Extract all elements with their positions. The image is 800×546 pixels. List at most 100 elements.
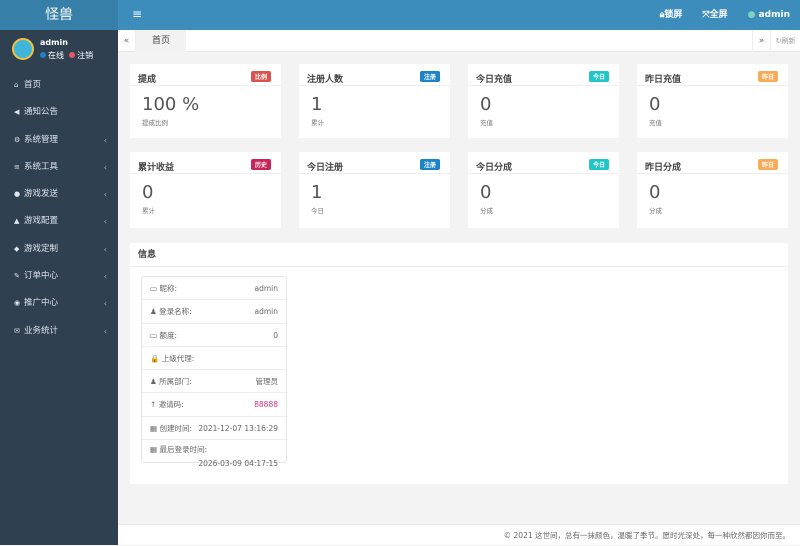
card-badge: 注册 <box>419 159 440 170</box>
sidebar-item[interactable]: ● 游戏发送 ‹ <box>0 181 118 208</box>
info-row: ▭ 昵称: admin <box>142 277 286 301</box>
tab-bar: « 首页 » ↻刷新 <box>118 30 800 52</box>
user-icon: ♟ <box>150 307 157 317</box>
users-icon: ♟ <box>150 377 157 387</box>
app-logo: 怪兽 <box>0 0 118 30</box>
card-title: 提成 <box>138 75 157 85</box>
info-value: 88888 <box>254 400 278 410</box>
menu-toggle-icon[interactable]: ≡ <box>132 7 143 21</box>
card-title: 注册人数 <box>307 75 344 85</box>
sidebar-item[interactable]: ⚙ 系统管理 ‹ <box>0 127 118 154</box>
card-badge: 注册 <box>419 71 440 82</box>
refresh-button[interactable]: ↻刷新 <box>770 30 800 52</box>
info-row: ♟ 登录名称: admin <box>142 300 286 324</box>
lock-screen-button[interactable]: 🔒︎锁屏 <box>659 10 683 20</box>
stat-card: 昨日分成 昨日 0 分成 <box>637 152 788 228</box>
user-avatar-icon: ● <box>747 10 756 20</box>
info-title: 信息 <box>130 243 788 267</box>
user-menu[interactable]: ● admin <box>747 10 790 20</box>
sidebar-item[interactable]: ◀ 通知公告 <box>0 99 118 126</box>
card-title: 昨日分成 <box>645 163 682 173</box>
home-icon: ⌂ <box>14 81 19 89</box>
info-value: admin <box>254 284 279 293</box>
avatar <box>12 38 34 60</box>
card-subtitle: 充值 <box>649 119 662 127</box>
cube-icon: ◆ <box>14 244 20 253</box>
cubes-icon: ▲ <box>14 217 20 226</box>
scroll-left-icon[interactable]: « <box>118 30 136 52</box>
info-row: 🔒 上级代理: <box>142 347 286 371</box>
card-badge: 昨日 <box>757 71 778 82</box>
info-row: ♟ 所属部门: 管理员 <box>142 370 286 394</box>
card-value: 0 <box>649 94 661 115</box>
logout-link[interactable]: 注销 <box>77 51 94 60</box>
calendar-icon: ▦ <box>150 423 158 433</box>
footer: © 2021 这世间，总有一抹颜色，温暖了季节。愿时光深处，每一种欣然都因你而至… <box>118 524 800 545</box>
chevron-left-icon: ‹ <box>103 217 107 227</box>
stat-card: 今日分成 今日 0 分成 <box>468 152 619 228</box>
scroll-right-icon[interactable]: » <box>752 30 770 52</box>
chevron-left-icon: ‹ <box>103 162 107 172</box>
stat-card: 累计收益 历史 0 累计 <box>130 152 281 228</box>
gear-icon: ⚙ <box>14 135 21 144</box>
info-value: 2026-03-09 04:17:15 <box>198 459 278 469</box>
bars-icon: ≡ <box>14 162 20 171</box>
eye-icon: ◉ <box>14 299 21 308</box>
info-panel: 信息 ▭ 昵称: admin ♟ 登录名称: admin ▭ 额度: 0 🔒 上级代理: ♟ … <box>130 243 788 484</box>
chevron-left-icon: ‹ <box>103 326 107 336</box>
sidebar: 怪兽 admin 在线 注销 ⌂ 首页 ◀ 通知公告 ⚙ 系统管理 ‹ ≡ 系统工具 ‹ ● 游戏发送… <box>0 0 118 545</box>
sidebar-item[interactable]: ▲ 游戏配置 ‹ <box>0 208 118 235</box>
chevron-left-icon: ‹ <box>103 272 107 282</box>
info-row: ▦ 最后登录时间: 2026-03-09 04:17:15 <box>142 440 286 468</box>
info-list: ▭ 昵称: admin ♟ 登录名称: admin ▭ 额度: 0 🔒 上级代理: ♟ 所属部… <box>141 276 287 468</box>
card-title: 今日分成 <box>476 163 513 173</box>
card-badge: 昨日 <box>757 159 778 170</box>
online-status: 在线 <box>48 51 64 60</box>
card-title: 昨日充值 <box>645 75 682 85</box>
card-badge: 今日 <box>588 71 609 82</box>
info-value: 管理员 <box>255 377 279 387</box>
lock-icon: 🔒 <box>150 353 160 363</box>
sidebar-item[interactable]: ⌂ 首页 <box>0 72 118 99</box>
pencil-icon: ✎ <box>14 272 20 281</box>
card-value: 100 % <box>142 94 200 115</box>
id-card-icon: ▭ <box>150 284 158 293</box>
card-subtitle: 今日 <box>311 207 324 215</box>
calendar-icon: ▦ <box>150 445 158 455</box>
tab-home[interactable]: 首页 <box>136 30 186 52</box>
gamepad-icon: ● <box>14 190 21 199</box>
card-badge: 今日 <box>588 159 609 170</box>
chevron-left-icon: ‹ <box>103 244 107 254</box>
card-value: 1 <box>311 182 323 203</box>
card-badge: 历史 <box>250 159 271 170</box>
sidebar-item[interactable]: ≡ 系统工具 ‹ <box>0 154 118 181</box>
online-icon <box>40 52 46 58</box>
sidebar-item[interactable]: ✉ 业务统计 ‹ <box>0 318 118 345</box>
stat-card: 今日注册 注册 1 今日 <box>299 152 450 228</box>
stat-card: 今日充值 今日 0 充值 <box>468 64 619 138</box>
chevron-left-icon: ‹ <box>103 190 107 200</box>
sidebar-item[interactable]: ✎ 订单中心 ‹ <box>0 263 118 290</box>
card-subtitle: 累计 <box>142 207 155 215</box>
info-row: ▦ 创建时间: 2021-12-07 13:16:29 <box>142 417 286 441</box>
card-title: 累计收益 <box>138 163 175 173</box>
card-title: 今日注册 <box>307 163 344 173</box>
info-row: ↑ 邀请码: 88888 <box>142 393 286 417</box>
card-value: 0 <box>649 182 661 203</box>
chevron-left-icon: ‹ <box>103 135 107 145</box>
sidebar-menu: ⌂ 首页 ◀ 通知公告 ⚙ 系统管理 ‹ ≡ 系统工具 ‹ ● 游戏发送 ‹ ▲ 游戏配置 ‹ ◆ 游戏定制 ‹ ✎ 订… <box>0 72 118 345</box>
top-header: ≡ 🔒︎锁屏 ⤧全屏 ● admin <box>118 0 800 30</box>
envelope-icon: ✉ <box>14 326 20 335</box>
stat-card: 昨日充值 昨日 0 充值 <box>637 64 788 138</box>
info-value: 2021-12-07 13:16:29 <box>198 423 278 433</box>
sidebar-item[interactable]: ◆ 游戏定制 ‹ <box>0 236 118 263</box>
user-name: admin <box>40 38 68 47</box>
card-title: 今日充值 <box>476 75 513 85</box>
card-value: 0 <box>480 182 492 203</box>
logout-icon <box>69 52 76 58</box>
fullscreen-button[interactable]: ⤧全屏 <box>702 10 728 20</box>
sidebar-item[interactable]: ◉ 推广中心 ‹ <box>0 290 118 317</box>
card-value: 1 <box>311 94 323 115</box>
stat-card: 注册人数 注册 1 累计 <box>299 64 450 138</box>
card-value: 0 <box>480 94 492 115</box>
